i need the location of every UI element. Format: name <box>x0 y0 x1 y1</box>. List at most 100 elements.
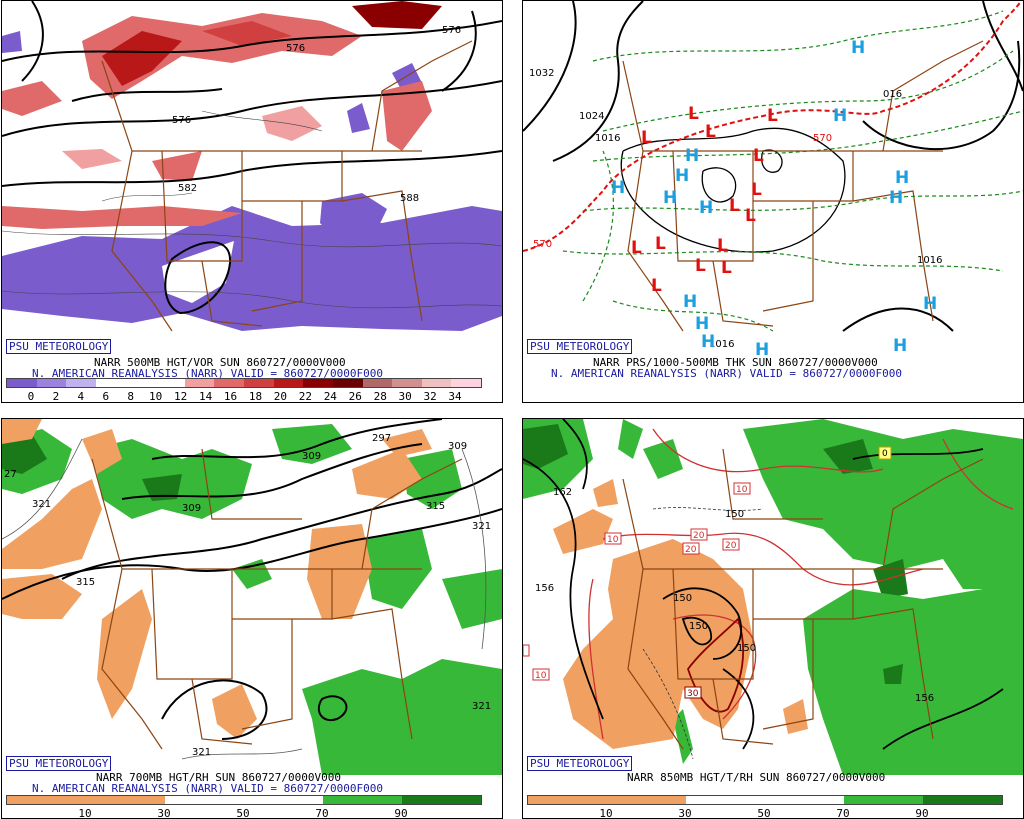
colorbar-swatch <box>244 379 274 387</box>
colorbar-tick-label: 90 <box>394 807 408 819</box>
isotherm-label: 0 <box>882 449 888 459</box>
panel-850mb-rh-temp: 162 156 150 150 150 150 156 10 10 20 20 … <box>522 418 1024 819</box>
contour-label: 156 <box>535 583 554 594</box>
contour-label: 150 <box>673 593 692 604</box>
contour-label: 297 <box>372 433 391 444</box>
colorbar-swatch <box>686 796 765 804</box>
contour-label: 582 <box>178 183 197 194</box>
caption-valid: N. AMERICAN REANALYSIS (NARR) VALID = 86… <box>551 367 902 380</box>
colorbar-rh <box>527 795 1003 805</box>
contour-label: 150 <box>689 621 708 632</box>
low-center-symbol: L <box>695 256 706 276</box>
colorbar-tick-label: 16 <box>223 390 238 403</box>
colorbar-tick-label: 26 <box>348 390 362 403</box>
contour-label: 27 <box>4 469 17 480</box>
isotherm-label: 30 <box>687 689 699 699</box>
caption-valid: N. AMERICAN REANALYSIS (NARR) VALID = 86… <box>32 782 383 795</box>
isotherm-label: 10 <box>535 671 547 681</box>
contour-label: 1016 <box>917 255 942 266</box>
high-center-symbol: H <box>675 166 689 186</box>
caption-title: NARR 500MB HGT/VOR SUN 860727/0000V000 <box>94 356 346 369</box>
high-center-symbol: H <box>893 336 907 356</box>
contour-label: 570 <box>533 239 552 250</box>
panel-pressure-thickness: 1032 1024 1016 1016 1016 016 570 570 L L… <box>522 0 1024 403</box>
low-center-symbol: L <box>688 104 699 124</box>
colorbar-swatch <box>421 379 452 387</box>
map-pressure: 1032 1024 1016 1016 1016 016 570 570 L L… <box>523 1 1023 357</box>
colorbar-tick-label: 18 <box>248 390 263 403</box>
high-center-symbol: H <box>755 340 769 357</box>
low-center-symbol: L <box>717 236 728 256</box>
colorbar-swatch <box>844 796 923 804</box>
colorbar-tick-label: 50 <box>757 807 771 819</box>
contour-label: 016 <box>883 89 902 100</box>
high-center-symbol: H <box>701 332 715 352</box>
colorbar-tick-label: 70 <box>315 807 329 819</box>
contour-label: 309 <box>448 441 467 452</box>
colorbar-tick-label: 2 <box>52 390 60 403</box>
colorbar-vorticity <box>6 378 482 388</box>
colorbar-swatch <box>273 379 304 387</box>
colorbar-tick-label: 70 <box>836 807 850 819</box>
low-center-symbol: L <box>751 180 762 200</box>
colorbar-swatch <box>303 379 333 387</box>
colorbar-tick-label: 0 <box>27 390 35 403</box>
contour-label: 1024 <box>579 111 604 122</box>
low-center-symbol: L <box>745 206 756 226</box>
colorbar-swatch <box>125 379 156 387</box>
colorbar-rh <box>6 795 482 805</box>
high-center-symbol: H <box>685 146 699 166</box>
contour-label: 588 <box>400 193 419 204</box>
colorbar-swatch <box>362 379 393 387</box>
colorbar-swatch <box>36 379 67 387</box>
contour-label: 315 <box>426 501 445 512</box>
contour-label: 162 <box>553 487 572 498</box>
contour-label: 1032 <box>529 68 554 79</box>
colorbar-tick-label: 10 <box>599 807 613 819</box>
colorbar-swatch <box>66 379 96 387</box>
colorbar-swatch <box>607 796 686 804</box>
contour-label: 1016 <box>595 133 620 144</box>
colorbar-swatch <box>95 379 126 387</box>
colorbar-tick-label: 34 <box>448 390 462 403</box>
high-center-symbol: H <box>833 106 847 126</box>
colorbar-tick-label: 90 <box>915 807 929 819</box>
high-center-symbol: H <box>683 292 697 312</box>
isotherm-label: 20 <box>693 531 705 541</box>
contour-label: 309 <box>302 451 321 462</box>
high-center-symbol: H <box>611 178 625 198</box>
brand-label: PSU METEOROLOGY <box>527 339 633 354</box>
colorbar-swatch <box>7 796 86 804</box>
map-500mb: 576 576 588 576 582 <box>2 1 502 332</box>
contour-label: 321 <box>192 747 211 758</box>
colorbar-swatch <box>528 796 607 804</box>
panel-700mb-rh: 27 321 309 309 297 309 315 321 315 321 3… <box>1 418 503 819</box>
contour-label: 315 <box>76 577 95 588</box>
colorbar-tick-label: 24 <box>323 390 337 403</box>
colorbar-swatch <box>184 379 215 387</box>
low-center-symbol: L <box>753 146 764 166</box>
colorbar-tick-label: 20 <box>273 390 288 403</box>
colorbar-tick-label: 6 <box>102 390 110 403</box>
high-center-symbol: H <box>699 198 713 218</box>
brand-label: PSU METEOROLOGY <box>6 339 112 354</box>
colorbar-tick-label: 14 <box>198 390 213 403</box>
colorbar-swatch <box>86 796 165 804</box>
colorbar-tick-label: 50 <box>236 807 250 819</box>
colorbar-swatch <box>451 379 481 387</box>
contour-label: 576 <box>286 43 305 54</box>
colorbar-swatch <box>165 796 244 804</box>
caption-title: NARR 700MB HGT/RH SUN 860727/0000V000 <box>96 771 342 784</box>
brand-label: PSU METEOROLOGY <box>6 756 112 771</box>
map-700mb: 27 321 309 309 297 309 315 321 315 321 3… <box>2 419 502 775</box>
contour-label: 576 <box>442 25 461 36</box>
colorbar-tick-label: 10 <box>78 807 92 819</box>
low-center-symbol: L <box>767 106 778 126</box>
colorbar-tick-label: 10 <box>149 390 163 403</box>
high-center-symbol: H <box>663 188 677 208</box>
colorbar-tick-label: 22 <box>298 390 312 403</box>
colorbar-swatch <box>244 796 323 804</box>
low-center-symbol: L <box>721 258 732 278</box>
low-center-symbol: L <box>631 238 642 258</box>
contour-label: 321 <box>32 499 51 510</box>
